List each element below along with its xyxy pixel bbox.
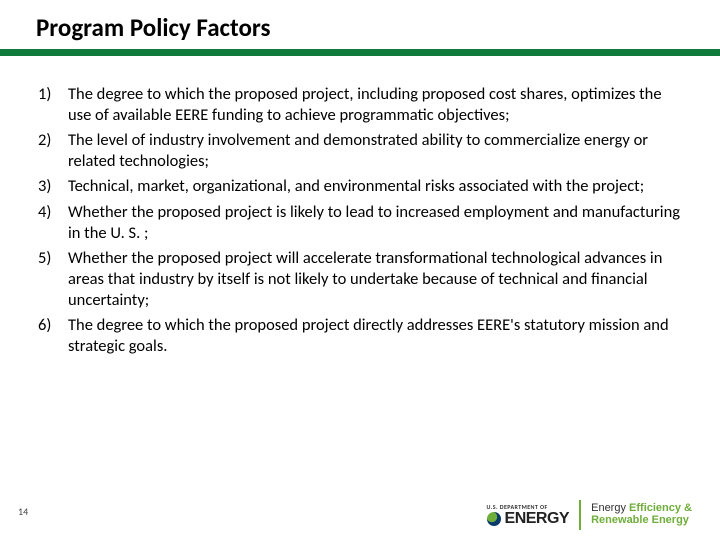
page-number: 14	[18, 505, 28, 518]
list-item-text: Whether the proposed project will accele…	[68, 248, 682, 311]
list-item-text: Whether the proposed project is likely t…	[68, 202, 682, 244]
list-item: Whether the proposed project is likely t…	[38, 202, 682, 244]
list-item: The degree to which the proposed project…	[38, 84, 682, 126]
list-item: The degree to which the proposed project…	[38, 315, 682, 357]
list-item-text: The degree to which the proposed project…	[68, 84, 682, 126]
eere-line1-plain: Energy	[591, 502, 629, 514]
doe-energy-row: ENERGY	[487, 511, 570, 527]
doe-logo: U.S. DEPARTMENT OF ENERGY	[487, 504, 570, 527]
list-item: The level of industry involvement and de…	[38, 130, 682, 172]
logo-divider	[579, 500, 581, 530]
policy-factors-list: The degree to which the proposed project…	[38, 84, 682, 357]
slide: Program Policy Factors The degree to whi…	[0, 0, 720, 540]
list-item: Technical, market, organizational, and e…	[38, 176, 682, 197]
list-item-text: The degree to which the proposed project…	[68, 315, 682, 357]
list-item: Whether the proposed project will accele…	[38, 248, 682, 311]
list-item-text: The level of industry involvement and de…	[68, 130, 682, 172]
doe-dept-label: U.S. DEPARTMENT OF	[487, 504, 548, 510]
doe-seal-icon	[487, 512, 501, 526]
eere-line2: Renewable Energy	[591, 515, 692, 527]
list-item-text: Technical, market, organizational, and e…	[68, 176, 682, 197]
doe-wordmark: ENERGY	[505, 511, 570, 527]
eere-line1-accent: Efficiency &	[629, 502, 692, 514]
title-rule	[0, 49, 720, 56]
slide-title: Program Policy Factors	[36, 12, 720, 43]
header: Program Policy Factors	[0, 0, 720, 43]
footer-logo: U.S. DEPARTMENT OF ENERGY Energy Efficie…	[487, 500, 692, 530]
eere-logo: Energy Efficiency & Renewable Energy	[591, 503, 692, 526]
content-area: The degree to which the proposed project…	[0, 56, 720, 357]
